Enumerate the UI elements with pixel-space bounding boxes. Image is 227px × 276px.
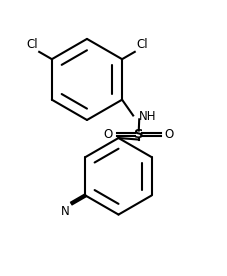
Text: Cl: Cl bbox=[135, 38, 147, 51]
Text: O: O bbox=[103, 128, 113, 141]
Text: N: N bbox=[61, 205, 70, 218]
Text: Cl: Cl bbox=[26, 38, 38, 51]
Text: O: O bbox=[164, 128, 173, 141]
Text: S: S bbox=[133, 128, 143, 141]
Text: NH: NH bbox=[138, 110, 155, 123]
